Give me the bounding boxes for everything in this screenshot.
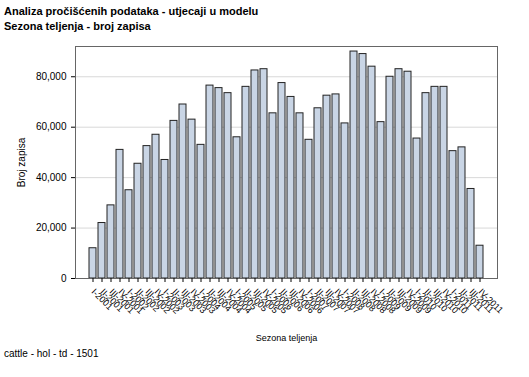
svg-text:III-2010: III-2010 (431, 286, 461, 316)
html-text:cattle - hol - td - 1501: cattle - hol - td - 1501 (4, 348, 99, 359)
svg-text:III-2009: III-2009 (395, 286, 425, 316)
svg-text:IV-2001: IV-2001 (116, 286, 146, 316)
svg-text:I-2001: I-2001 (89, 286, 115, 312)
html-text:Analiza pročišćenih podataka -: Analiza pročišćenih podataka - utjecaji … (4, 5, 259, 17)
svg-text:I-2006: I-2006 (269, 286, 295, 312)
svg-text:0: 0 (61, 273, 67, 284)
svg-text:IV-2010: IV-2010 (440, 286, 470, 316)
svg-text:IV-2009: IV-2009 (404, 286, 434, 316)
svg-text:60,000: 60,000 (36, 121, 67, 132)
svg-text:I-2002: I-2002 (125, 286, 151, 312)
svg-text:II-2004: II-2004 (206, 286, 234, 314)
svg-text:IV-2002: IV-2002 (152, 286, 182, 316)
svg-text:II-2001: II-2001 (98, 286, 126, 314)
svg-text:I-2007: I-2007 (305, 286, 331, 312)
svg-text:IV-2003: IV-2003 (188, 286, 218, 316)
svg-text:III-2007: III-2007 (323, 286, 353, 316)
svg-text:I-2004: I-2004 (197, 286, 223, 312)
html-text:Sezona teljenja - broj zapisa: Sezona teljenja - broj zapisa (4, 20, 151, 32)
svg-text:II-2005: II-2005 (242, 286, 270, 314)
svg-text:II-2003: II-2003 (170, 286, 198, 314)
svg-text:I-2003: I-2003 (161, 286, 187, 312)
svg-text:IV-2007: IV-2007 (332, 286, 362, 316)
svg-text:IV-2008: IV-2008 (368, 286, 398, 316)
svg-text:20,000: 20,000 (36, 222, 67, 233)
svg-text:IV-2006: IV-2006 (296, 286, 326, 316)
svg-text:I-2005: I-2005 (233, 286, 259, 312)
svg-text:I-2010: I-2010 (413, 286, 439, 312)
svg-text:II-2009: II-2009 (386, 286, 414, 314)
svg-text:III-2003: III-2003 (179, 286, 209, 316)
svg-text:IV-2004: IV-2004 (224, 286, 254, 316)
svg-text:I-2009: I-2009 (377, 286, 403, 312)
svg-text:III-2005: III-2005 (251, 286, 281, 316)
svg-text:III-2006: III-2006 (287, 286, 317, 316)
svg-text:80,000: 80,000 (36, 71, 67, 82)
svg-text:II-2002: II-2002 (134, 286, 162, 314)
svg-text:Broj zapisa: Broj zapisa (16, 137, 27, 187)
svg-text:40,000: 40,000 (36, 172, 67, 183)
svg-text:I-2008: I-2008 (341, 286, 367, 312)
svg-text:III-2008: III-2008 (359, 286, 389, 316)
svg-text:III-2001: III-2001 (107, 286, 137, 316)
svg-text:III-2004: III-2004 (215, 286, 245, 316)
svg-text:III-2011: III-2011 (467, 286, 496, 315)
svg-text:IV-2011: IV-2011 (477, 287, 506, 316)
svg-text:Sezona teljenja: Sezona teljenja (256, 333, 318, 343)
svg-text:IV-2005: IV-2005 (260, 286, 290, 316)
svg-text:II-2007: II-2007 (314, 286, 342, 314)
svg-text:III-2002: III-2002 (143, 286, 173, 316)
svg-text:I-2011: I-2011 (449, 286, 475, 312)
svg-text:II-2010: II-2010 (422, 286, 450, 314)
svg-text:II-2006: II-2006 (278, 286, 306, 314)
svg-text:II-2011: II-2011 (458, 286, 485, 314)
svg-text:II-2008: II-2008 (350, 286, 378, 314)
